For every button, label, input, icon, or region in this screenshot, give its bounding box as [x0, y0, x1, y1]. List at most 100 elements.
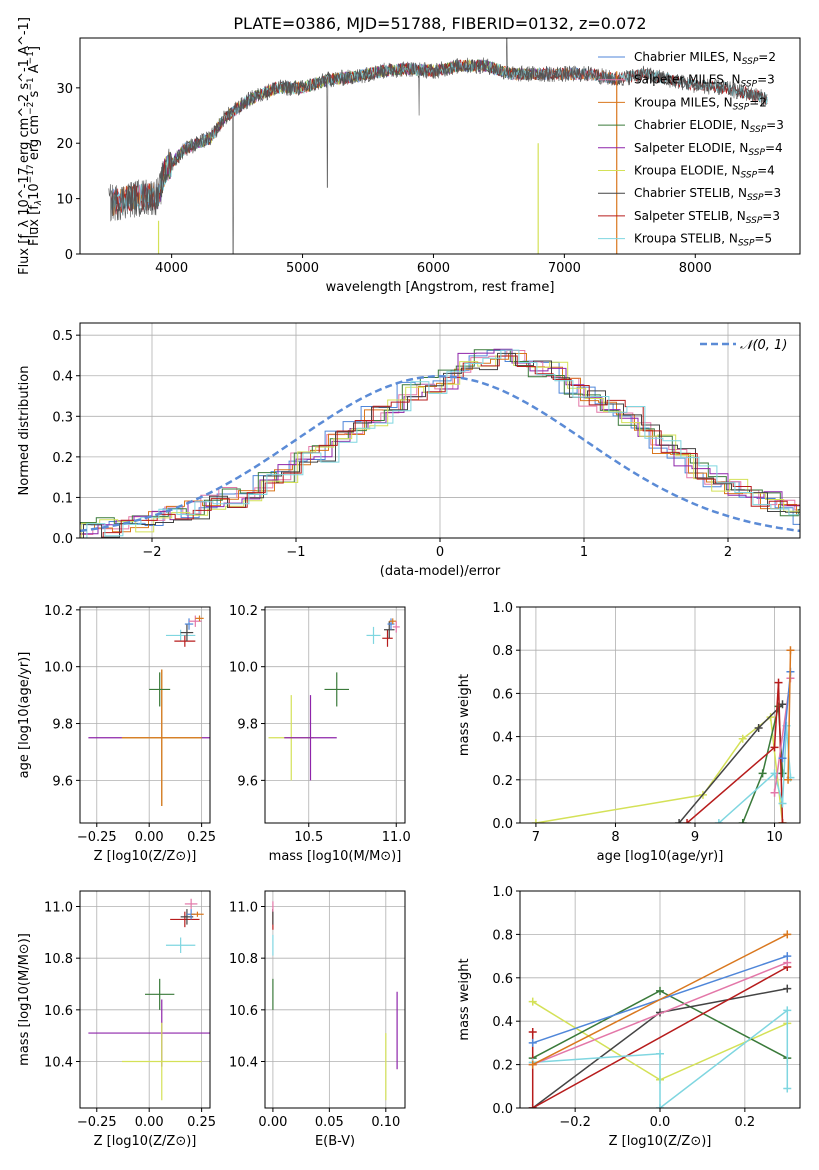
x-tick-label: 0.00 — [135, 830, 164, 845]
series-marker-krou_elodie — [531, 819, 540, 823]
y-tick-label: 0.4 — [52, 370, 73, 385]
x-tick-label: −0.2 — [559, 1115, 591, 1130]
y-tick-label: 0.0 — [52, 532, 73, 547]
x-tick-label: 6000 — [417, 261, 450, 276]
series-marker-chab_stelib — [783, 984, 792, 993]
y-tick-label: 11.0 — [44, 901, 73, 916]
series-marker-salp_stelib — [774, 678, 783, 687]
y-tick-label: 10.0 — [229, 661, 258, 676]
y-tick-label: 0.4 — [492, 1015, 513, 1030]
x-tick-label: 8 — [611, 830, 619, 845]
y-tick-label: 0.2 — [492, 1059, 513, 1074]
residual-hist-krou_stelib — [86, 349, 800, 538]
spectrum-panel: 4000 5000 6000 7000 8000 0 10 20 30 wavelength [A… — [17, 17, 801, 295]
series-line-krou_miles — [532, 933, 788, 1066]
y-tick-label: 0.8 — [492, 928, 513, 943]
y-tick-label: 10.2 — [44, 604, 73, 619]
axes-frame — [519, 606, 801, 824]
legend-label: 𝒩(0, 1) — [740, 338, 787, 353]
x-axis-label: Z [log10(Z/Z⊙)] — [94, 849, 197, 864]
y-tick-label: 0.4 — [492, 731, 513, 746]
series-line-salp_miles — [532, 961, 788, 1066]
spectrum-legend: Chabrier MILES, NSSP=2 Salpeter MILES, NS… — [598, 50, 784, 249]
series-marker-krou_stelib — [778, 799, 787, 808]
series-line-krou_elodie — [535, 715, 784, 823]
series-marker-krou_miles — [786, 646, 795, 655]
legend-label: Chabrier MILES, NSSP=2 — [634, 50, 776, 67]
axes-frame — [264, 606, 406, 824]
x-tick-label: 0.10 — [371, 1115, 400, 1130]
legend-label: Salpeter ELODIE, NSSP=4 — [634, 141, 783, 158]
series-marker-chab_elodie — [738, 819, 747, 823]
series-marker-salp_stelib — [528, 1104, 537, 1108]
series-marker-krou_miles — [528, 1060, 537, 1069]
y-tick-label: 10.8 — [44, 952, 73, 967]
x-axis-label: age [log10(age/yr)] — [597, 849, 724, 864]
figure-title: PLATE=0386, MJD=51788, FIBERID=0132, z=0… — [233, 14, 646, 33]
y-axis-label: mass [log10(M/M⊙)] — [17, 933, 32, 1066]
y-tick-label: 10.4 — [229, 1056, 258, 1071]
y-tick-label: 1.0 — [492, 885, 513, 900]
x-tick-label: 5000 — [286, 261, 319, 276]
x-axis-label: E(B-V) — [315, 1134, 355, 1149]
x-tick-label: 2 — [724, 545, 732, 560]
legend-label: Salpeter STELIB, NSSP=3 — [634, 209, 780, 226]
x-tick-label: 7000 — [548, 261, 581, 276]
x-axis-label: (data-model)/error — [380, 564, 501, 579]
series-marker-chab_stelib — [675, 819, 684, 823]
residual-hist-salp_stelib — [85, 355, 800, 538]
x-tick-label: 0.05 — [315, 1115, 344, 1130]
series-line-salp_stelib — [531, 966, 788, 1108]
y-tick-label: 10.8 — [229, 952, 258, 967]
x-tick-label: −2 — [142, 545, 161, 560]
age-vs-Z-panel: −0.25 0.00 0.25 9.6 9.8 10.0 10.2 Z [log10(Z/Z⊙… — [17, 604, 216, 864]
legend-label: Kroupa ELODIE, NSSP=4 — [634, 164, 775, 181]
y-tick-label: 0.0 — [492, 1102, 513, 1117]
observed-spectrum — [108, 38, 768, 254]
normal-curve — [80, 374, 800, 533]
series-marker-salp_stelib — [528, 1028, 537, 1037]
series-marker-salp_miles — [770, 788, 779, 797]
y-tick-label: 9.8 — [237, 718, 258, 733]
series-line-krou_stelib — [532, 1008, 789, 1108]
series-marker-krou_elodie — [528, 997, 537, 1006]
x-axis-label: mass [log10(M/M⊙)] — [269, 849, 402, 864]
y-tick-label: 0.8 — [492, 644, 513, 659]
axes-frame — [79, 890, 211, 1109]
y-tick-label: 0.6 — [492, 687, 513, 702]
x-tick-label: 1 — [580, 545, 588, 560]
axes-frame — [79, 322, 801, 539]
residuals-panel: −2 −1 0 1 2 0.0 0.1 0.2 0.3 0.4 0.5 (data-model)/er… — [17, 322, 801, 579]
x-tick-label: 8000 — [679, 261, 712, 276]
y-tick-label: 0.1 — [52, 491, 73, 506]
x-axis-label: Z [log10(Z/Z⊙)] — [94, 1134, 197, 1149]
series-marker-krou_miles — [784, 775, 793, 784]
x-axis-label: Z [log10(Z/Z⊙)] — [609, 1134, 712, 1149]
y-tick-label: 10.4 — [44, 1056, 73, 1071]
y-tick-label: 10.2 — [229, 604, 258, 619]
legend-label: Chabrier STELIB, NSSP=3 — [634, 186, 781, 203]
series-marker-chab_elodie — [778, 769, 787, 778]
series-marker-chab_elodie — [758, 769, 767, 778]
y-tick-label: 9.6 — [237, 774, 258, 789]
series-marker-krou_elodie — [766, 713, 775, 722]
y-tick-label: 0.0 — [492, 817, 513, 832]
series-line-salp_stelib — [686, 682, 784, 823]
residual-hist-chab_stelib — [83, 352, 800, 538]
mass-weight-vs-Z-panel: −0.2 0.0 0.2 0.0 0.2 0.4 0.6 0.8 1.0 Z [log10(Z/Z… — [457, 885, 801, 1149]
legend-label: Kroupa MILES, NSSP=2 — [634, 95, 767, 112]
y-tick-label: 0.2 — [52, 451, 73, 466]
x-tick-label: 0.00 — [258, 1115, 287, 1130]
axes-frame — [79, 606, 211, 824]
y-tick-label: 10.6 — [229, 1004, 258, 1019]
series-marker-chab_miles — [528, 1038, 537, 1047]
y-tick-label: 0.3 — [52, 410, 73, 425]
y-tick-label: 9.8 — [52, 718, 73, 733]
x-tick-label: 4000 — [155, 261, 188, 276]
series-marker-chab_elodie — [656, 986, 664, 995]
y-tick-label: 0.5 — [52, 329, 73, 344]
series-marker-salp_stelib — [683, 819, 692, 823]
x-tick-label: 10 — [766, 830, 783, 845]
x-tick-label: 0.00 — [135, 1115, 164, 1130]
x-tick-label: 7 — [532, 830, 540, 845]
